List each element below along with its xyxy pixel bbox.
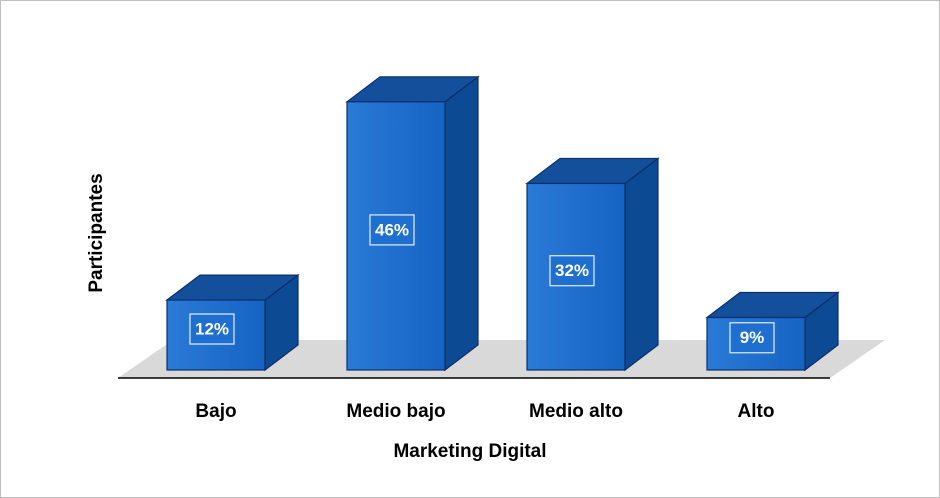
value-label-box [729,322,775,354]
x-axis-title: Marketing Digital [393,441,546,462]
y-axis-title: Participantes [86,173,107,292]
value-label: 46% [375,220,409,239]
x-tick-label: Medio bajo [346,401,445,422]
value-label-box [189,313,235,345]
value-label: 32% [555,261,589,280]
floor [118,340,885,378]
x-tick-label: Alto [738,401,775,422]
x-tick-label: Bajo [195,401,236,422]
value-label: 9% [740,328,765,347]
x-tick-label: Medio alto [529,401,623,422]
value-label-box [549,255,595,287]
bar-side [444,75,479,372]
value-label-box [369,214,415,246]
value-label: 12% [195,320,229,339]
bar-side [624,157,659,372]
